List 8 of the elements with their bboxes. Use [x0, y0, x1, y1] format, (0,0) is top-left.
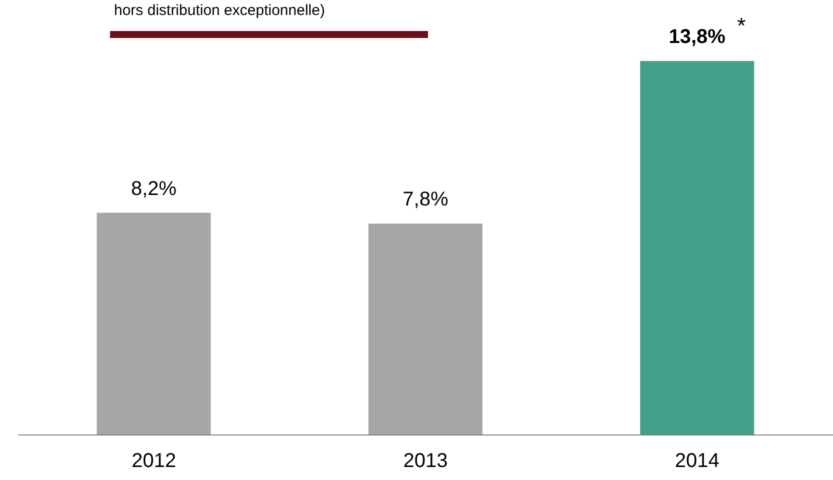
x-tick-label: 2013	[403, 450, 448, 472]
x-tick-label: 2012	[132, 450, 176, 472]
x-tick-label: 2014	[674, 450, 720, 472]
annotation: *	[737, 13, 746, 38]
data-label: 7,8%	[402, 188, 448, 211]
data-label: 13,8%	[668, 26, 726, 48]
text: hors distribution exceptionnelle)	[114, 2, 325, 19]
data-label: 8,2%	[130, 178, 177, 200]
